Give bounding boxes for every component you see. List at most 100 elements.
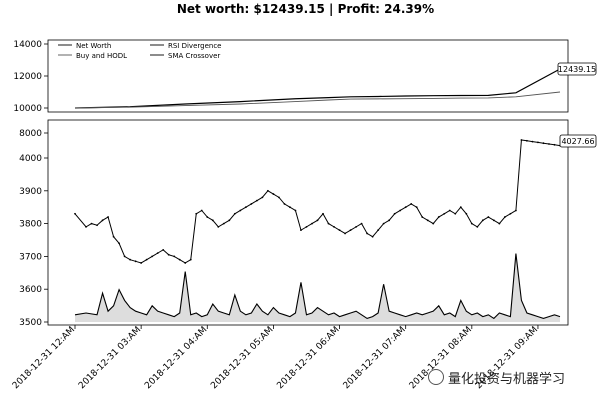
price-point: [531, 140, 534, 143]
price-point: [410, 203, 413, 205]
price-point: [90, 222, 93, 225]
price-point: [255, 199, 258, 202]
legend-label: Net Worth: [76, 42, 111, 50]
price-point: [415, 206, 418, 209]
price-point: [338, 229, 341, 232]
price-point: [388, 219, 391, 222]
price-point: [228, 219, 231, 222]
price-point: [300, 229, 302, 232]
legend-label: SMA Crossover: [168, 52, 220, 60]
price-line: [74, 139, 561, 264]
price-annotation: 4027.66: [561, 137, 594, 146]
price-point: [200, 209, 203, 212]
price-point: [206, 216, 209, 218]
price-point: [371, 235, 374, 238]
price-point: [74, 212, 76, 215]
volume-panel: [74, 253, 561, 322]
price-panel: 3500 3600 3700 3800 3900 4000 8000 4027.66: [19, 129, 597, 328]
xtick-label: 2018-12-31 03:AM: [77, 325, 143, 391]
series-line-buy-and-hodl: [74, 91, 561, 109]
price-point: [217, 225, 220, 228]
price-point: [173, 255, 176, 258]
price-point: [393, 212, 396, 215]
price-point: [498, 222, 501, 225]
price-point: [101, 219, 104, 222]
xtick-label: 2018-12-31 05:AM: [209, 325, 275, 391]
price-point: [107, 216, 109, 218]
price-point: [167, 253, 170, 256]
price-point: [195, 212, 198, 215]
price-point: [123, 255, 126, 258]
price-point: [239, 209, 242, 212]
price-point: [222, 222, 225, 225]
price-point: [377, 229, 380, 232]
price-point: [520, 139, 523, 141]
price-point: [432, 222, 435, 225]
price-panel-frame: [47, 119, 569, 326]
wechat-icon: [428, 369, 444, 385]
watermark-text: 量化投资与机器学习: [448, 372, 566, 387]
price-point: [184, 262, 187, 264]
price-point: [443, 212, 446, 215]
watermark: 量化投资与机器学习: [428, 368, 565, 387]
price-point: [266, 189, 269, 192]
price-point: [211, 219, 214, 222]
price-point: [465, 212, 468, 215]
price-point: [503, 216, 506, 218]
price-point: [134, 260, 137, 263]
volume-line: [74, 253, 561, 320]
price-point: [162, 248, 165, 251]
price-point: [476, 225, 479, 228]
price-point: [470, 222, 473, 225]
price-point: [316, 219, 319, 222]
price-point: [261, 196, 264, 199]
ytick-label: 4000: [19, 154, 42, 164]
price-annotation-box: [559, 134, 597, 148]
price-point: [454, 212, 457, 215]
legend-label: Buy and HODL: [76, 52, 127, 60]
price-point: [322, 212, 324, 215]
ytick-label: 10000: [13, 104, 42, 114]
price-point: [355, 225, 357, 228]
legend-label: RSI Divergence: [168, 42, 221, 50]
price-point: [487, 216, 490, 218]
price-point: [85, 225, 87, 228]
ytick-label: 3700: [19, 252, 42, 262]
ytick-label: 12000: [13, 72, 42, 82]
price-point: [542, 142, 545, 145]
legend: Net Worth Buy and HODL RSI Divergence SMA C…: [58, 42, 221, 60]
price-point: [305, 225, 308, 228]
price-point: [448, 209, 451, 212]
networth-panel: 10000 12000 14000 12439.15: [13, 40, 597, 114]
price-point: [509, 212, 512, 215]
price-point: [382, 222, 385, 225]
price-point: [481, 219, 484, 222]
price-point: [426, 219, 429, 222]
price-point: [404, 206, 407, 209]
price-point: [129, 258, 132, 261]
price-point: [399, 209, 402, 212]
xtick-label: 2018-12-31 04:AM: [143, 325, 209, 391]
price-point: [526, 139, 528, 142]
networth-annotation: 12439.15: [558, 65, 596, 74]
price-point: [360, 222, 363, 225]
xtick-label: 2018-12-31 07:AM: [342, 325, 408, 391]
price-point: [459, 206, 462, 209]
price-point: [283, 203, 286, 205]
price-point: [250, 203, 253, 205]
price-point: [278, 196, 280, 199]
price-point: [548, 143, 550, 145]
price-point: [294, 209, 297, 212]
price-point: [96, 224, 98, 227]
price-point: [515, 209, 517, 212]
xtick-label: 2018-12-31 12:AM: [11, 325, 77, 391]
price-point: [272, 193, 275, 195]
ytick-label: 14000: [13, 40, 42, 50]
price-point: [178, 258, 181, 261]
series-line-net-worth: [74, 68, 561, 109]
price-point: [492, 219, 495, 222]
ytick-label: 8000: [19, 129, 42, 139]
networth-annotation-box: [557, 62, 597, 76]
chart-title: Net worth: $12439.15 | Profit: 24.39%: [176, 2, 435, 16]
